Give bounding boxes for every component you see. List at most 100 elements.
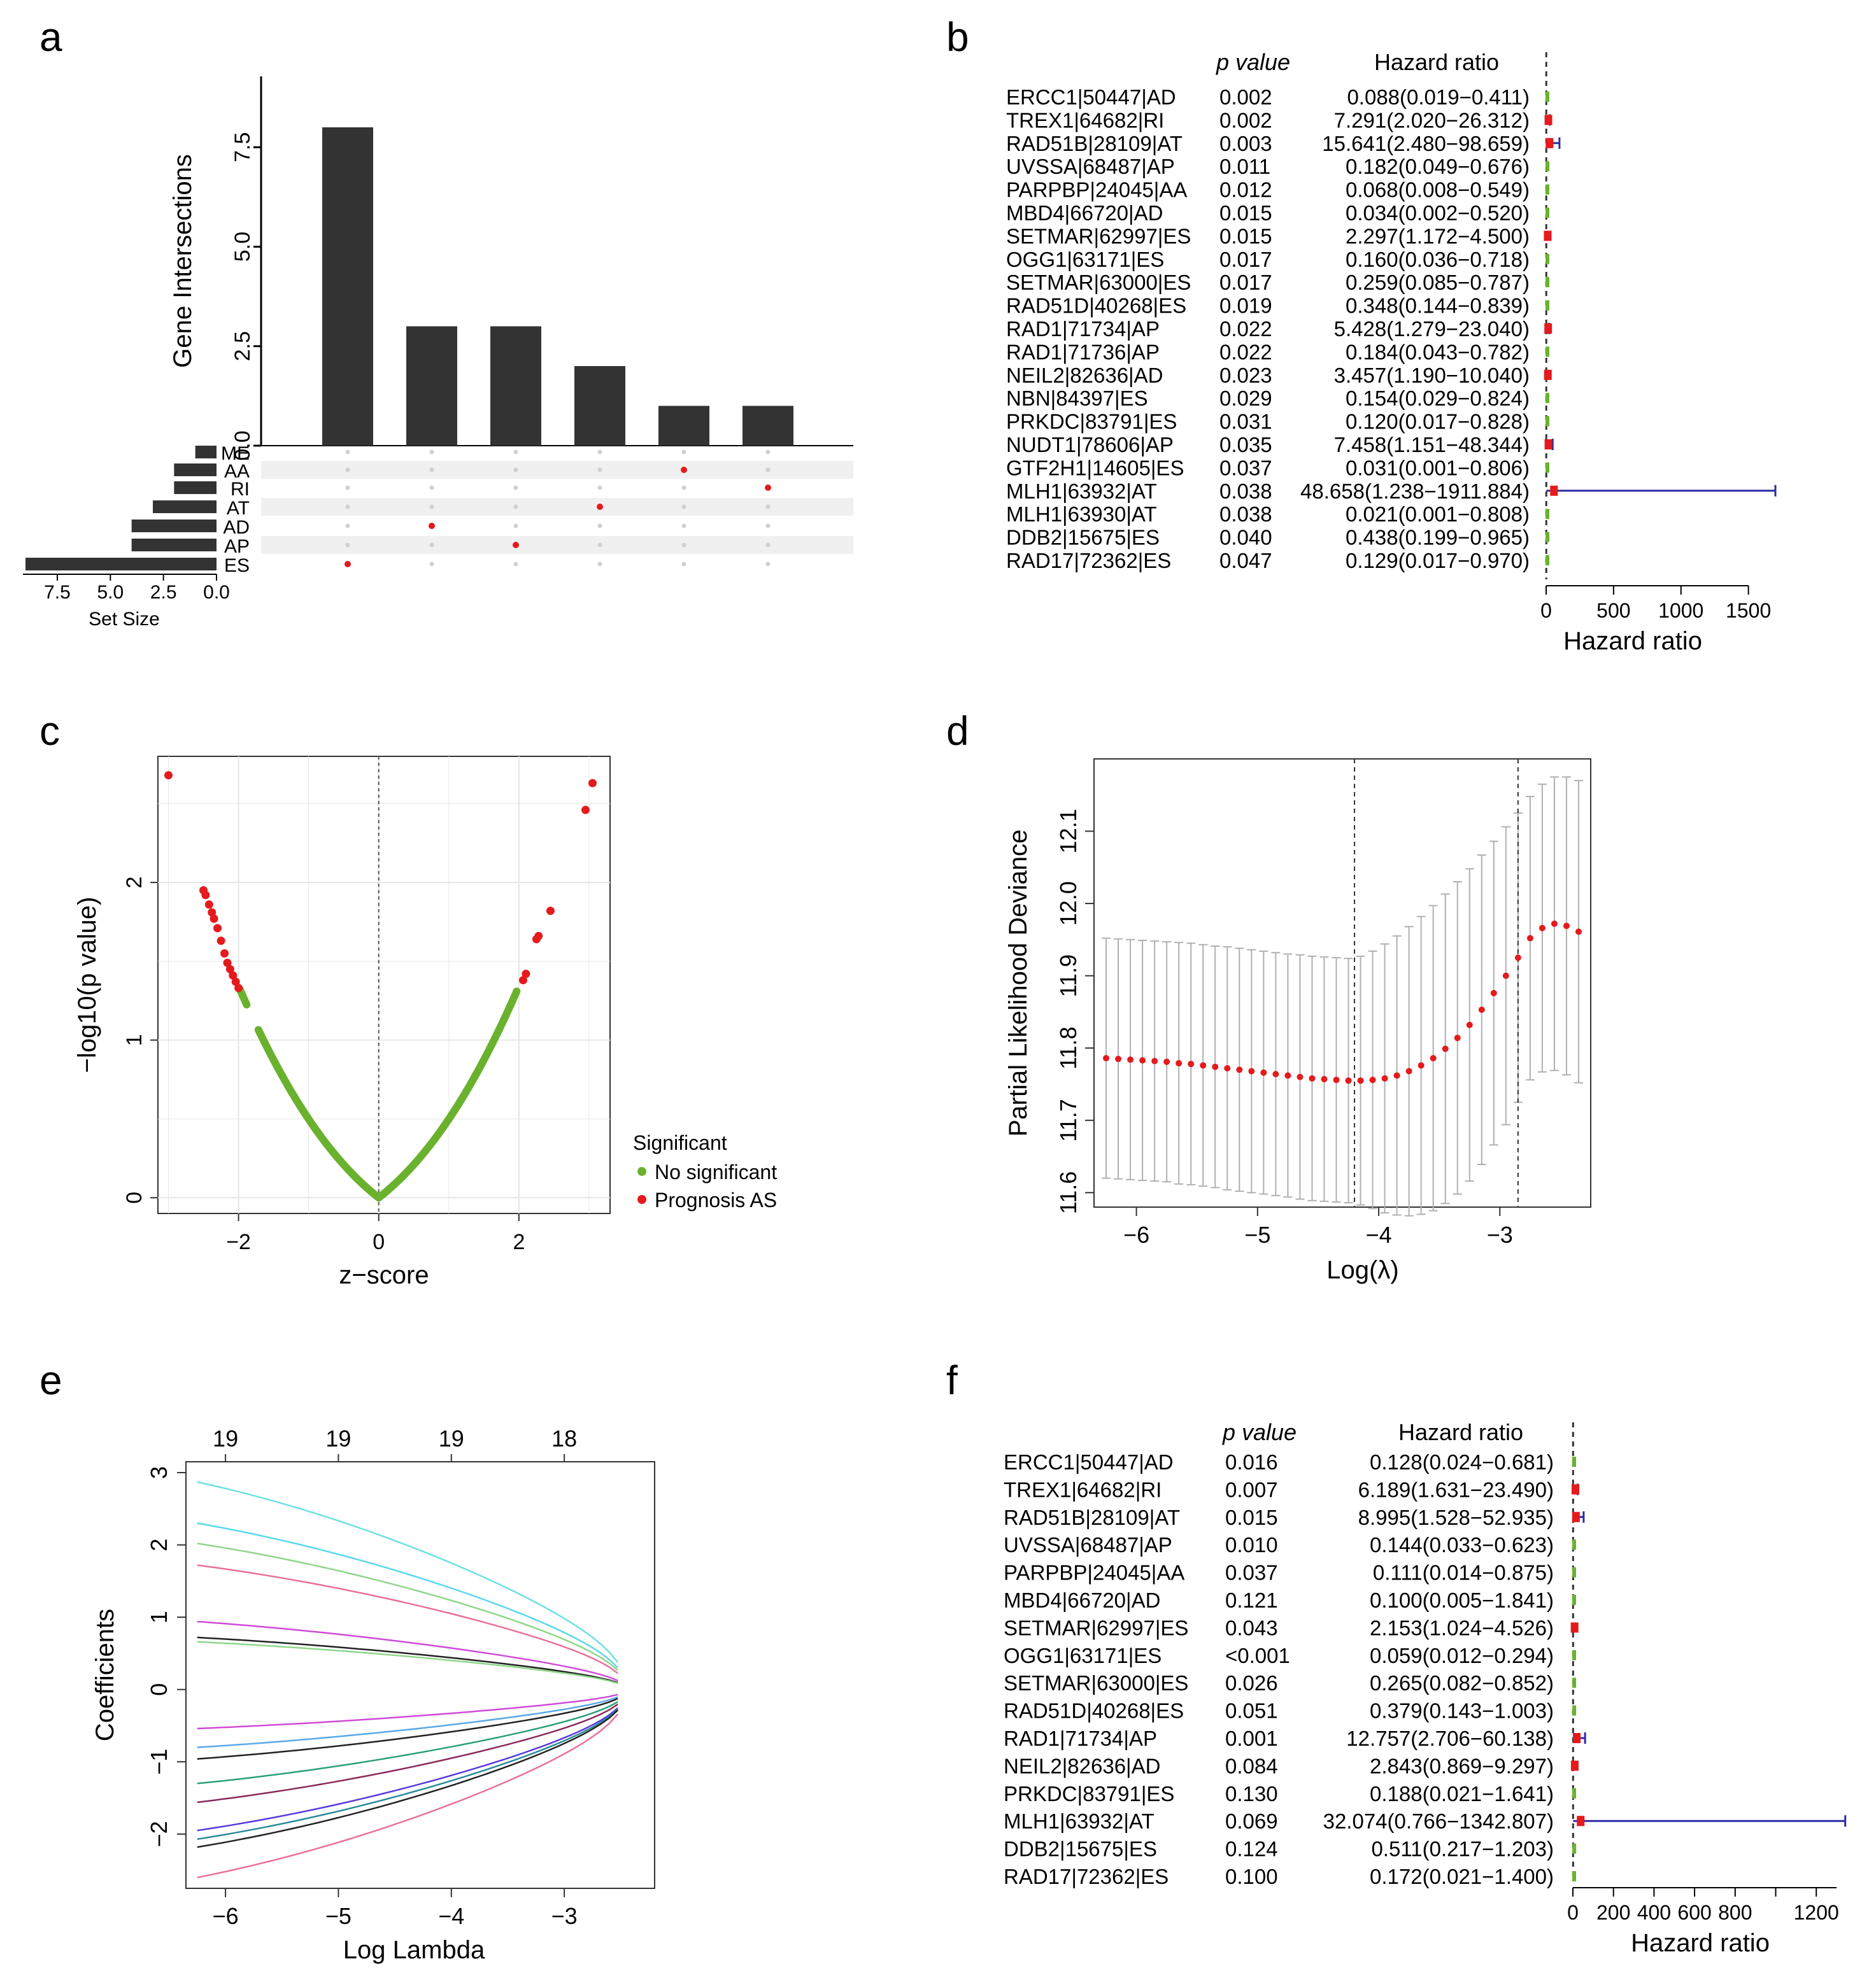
matrix-dot-empty [513, 467, 518, 472]
p-value: 0.038 [1219, 479, 1272, 503]
hazard-ratio-text: 0.111(0.014−0.875) [1373, 1561, 1554, 1585]
matrix-dot-empty [513, 504, 518, 509]
hazard-ratio-marker [1546, 253, 1550, 264]
hazard-ratio-marker [1572, 1457, 1577, 1467]
gene-label: UVSSA|68487|AP [1004, 1533, 1172, 1557]
gene-label: OGG1|63171|ES [1006, 248, 1164, 271]
panel-f-forest-plot: p value Hazard ratio ERCC1|50447|AD 0.016 0.… [1004, 1419, 1847, 1957]
gene-label: MLH1|63932|AT [1006, 479, 1157, 503]
set-size-bar [174, 463, 217, 476]
x-axis-title: Hazard ratio [1563, 627, 1702, 655]
intersection-bar [574, 366, 625, 446]
mean-deviance-point [1127, 1056, 1134, 1063]
mean-deviance-point [1115, 1056, 1122, 1063]
hazard-ratio-text: 0.265(0.082−0.852) [1370, 1671, 1554, 1695]
hazard-ratio-marker [1550, 485, 1558, 496]
gene-label: SETMAR|62997|ES [1004, 1616, 1188, 1639]
hazard-ratio-marker [1572, 1678, 1577, 1688]
header-p-value: p value [1222, 1419, 1297, 1445]
header-p-value: p value [1216, 49, 1290, 75]
mean-deviance-point [1575, 928, 1582, 935]
p-value: 0.084 [1225, 1754, 1278, 1778]
hazard-ratio-text: 12.757(2.706−60.138) [1346, 1727, 1554, 1750]
hazard-ratio-text: 0.172(0.021−1.400) [1370, 1865, 1554, 1888]
gene-label: PARPBP|24045|AA [1006, 178, 1187, 202]
y-tick-label: 3 [146, 1466, 172, 1479]
set-size-tick-label: 0.0 [203, 582, 230, 603]
mean-deviance-point [1466, 1021, 1473, 1028]
plot-frame [157, 756, 611, 1214]
matrix-dot-member [765, 484, 771, 491]
set-size-tick-label: 7.5 [44, 582, 71, 603]
p-value: 0.100 [1225, 1865, 1278, 1888]
hazard-ratio-text: 0.438(0.199−0.965) [1346, 526, 1530, 549]
header-hazard-ratio: Hazard ratio [1374, 49, 1499, 75]
hazard-ratio-text: 0.160(0.036−0.718) [1346, 248, 1530, 271]
gene-label: RAD1|71736|AP [1006, 340, 1160, 364]
x-axis-title: Log Lambda [343, 1936, 485, 1964]
gene-label: MBD4|66720|AD [1006, 201, 1163, 225]
x-tick-label: 800 [1718, 1901, 1752, 1924]
set-label: RI [231, 479, 250, 500]
panel-d-cv-deviance-plot: −6 −5 −4 −3 11.6 11.7 11.8 11.9 12.0 12.1 Log(λ) Pa… [1004, 758, 1591, 1284]
mean-deviance-point [1490, 989, 1497, 996]
hazard-ratio-marker [1546, 555, 1550, 565]
x-axis-title: Hazard ratio [1631, 1929, 1770, 1957]
matrix-dot-empty [765, 449, 771, 455]
p-value: 0.037 [1225, 1561, 1278, 1585]
x-tick-label: −5 [1244, 1222, 1270, 1248]
p-value: 0.035 [1219, 433, 1272, 456]
gene-label: UVSSA|68487|AP [1006, 155, 1175, 178]
matrix-dot-empty [597, 485, 602, 490]
x-tick-label: 1000 [1658, 599, 1703, 622]
x-tick-label: 600 [1677, 1901, 1711, 1924]
gene-label: MLH1|63932|AT [1004, 1809, 1155, 1833]
matrix-dot-empty [681, 542, 686, 548]
y-tick-label: 0.0 [231, 430, 255, 460]
p-value: 0.029 [1219, 386, 1272, 410]
coefficient-path [197, 1481, 619, 1663]
hazard-ratio-text: 7.458(1.151−48.344) [1334, 433, 1530, 456]
matrix-dot-empty [765, 562, 771, 567]
set-label: AD [223, 517, 250, 538]
hazard-ratio-marker [1544, 230, 1552, 241]
intersection-bar [322, 127, 373, 446]
p-value: 0.019 [1219, 294, 1272, 318]
gene-label: NEIL2|82636|AD [1006, 364, 1163, 387]
hazard-ratio-text: 0.034(0.002−0.520) [1346, 201, 1530, 225]
mean-deviance-point [1538, 924, 1546, 931]
y-tick-label: 11.6 [1055, 1171, 1081, 1214]
mean-deviance-point [1345, 1077, 1352, 1084]
top-tick-label: 19 [325, 1425, 351, 1452]
matrix-dot-empty [681, 449, 686, 455]
hazard-ratio-marker [1544, 115, 1553, 125]
top-tick-label: 18 [551, 1425, 577, 1452]
mean-deviance-point [1442, 1045, 1449, 1052]
x-tick-label: −3 [551, 1903, 578, 1929]
p-value: 0.047 [1219, 549, 1272, 572]
set-label: ES [224, 555, 250, 576]
coefficient-path [197, 1696, 618, 1748]
hazard-ratio-marker [1572, 1595, 1577, 1605]
hazard-ratio-text: 0.511(0.217−1.203) [1371, 1837, 1554, 1861]
matrix-dot-empty [681, 562, 686, 567]
intersection-bar [490, 326, 541, 446]
p-value: 0.015 [1225, 1506, 1278, 1529]
p-value: 0.130 [1225, 1782, 1278, 1806]
matrix-dot-member [681, 467, 687, 473]
matrix-dot-empty [513, 562, 518, 567]
top-tick-label: 19 [213, 1425, 238, 1452]
matrix-dot-empty [597, 542, 602, 548]
coefficient-path [197, 1707, 618, 1832]
y-tick-label: 12.1 [1055, 809, 1081, 854]
point-prognosis-as [229, 971, 238, 980]
x-tick-label: −4 [438, 1903, 464, 1929]
point-prognosis-as [534, 931, 543, 940]
row-stripe [261, 461, 853, 479]
x-axis-title: Log(λ) [1326, 1256, 1398, 1284]
x-tick-label: 1500 [1726, 599, 1771, 622]
hazard-ratio-text: 0.021(0.001−0.808) [1346, 502, 1530, 526]
coefficient-path [197, 1701, 618, 1785]
y-tick-label: 0 [122, 1192, 146, 1204]
